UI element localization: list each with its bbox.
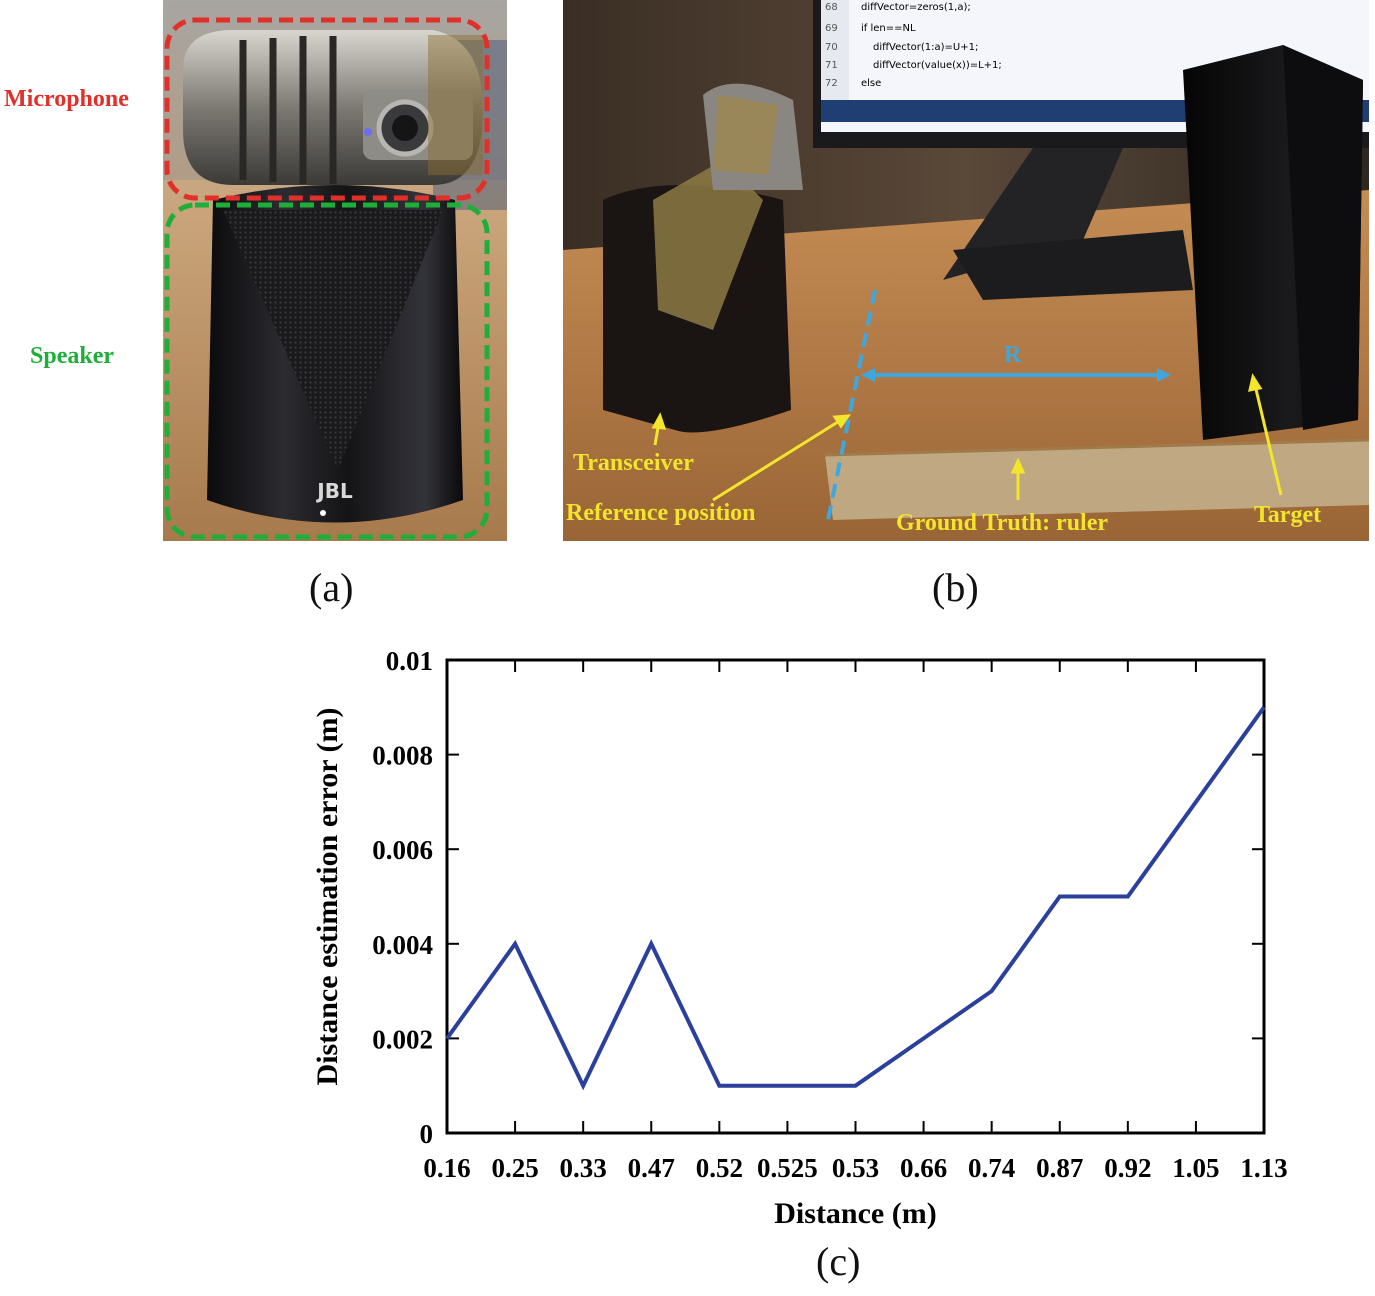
reference-position-label: Reference position [566, 500, 756, 526]
chart-ticks: 0.16 0.25 0.33 0.47 0.52 0.525 0.53 0.66 0.74 0.8… [372, 646, 1287, 1183]
x-tick-label: 0.16 [423, 1153, 470, 1183]
x-tick-label: 0.92 [1104, 1153, 1151, 1183]
ruler-label: Ground Truth: ruler [896, 510, 1109, 536]
panel-c-caption: (c) [816, 1239, 861, 1284]
jbl-logo: JBL [315, 479, 353, 503]
data-point [514, 943, 516, 945]
transceiver-label: Transceiver [573, 450, 694, 476]
chart-axes [445, 658, 1266, 1135]
plot-frame [445, 658, 1266, 1135]
data-point [1059, 896, 1061, 897]
code-line: if len==NL [861, 23, 916, 34]
code-line-number: 72 [825, 78, 838, 89]
x-tick-label: 0.66 [900, 1153, 947, 1183]
chart-series [445, 706, 1266, 1091]
x-tick-label: 0.52 [696, 1153, 743, 1183]
panel-a-photo: JBL [163, 0, 507, 541]
code-editor: 68 diffVector=zeros(1,a); 69 if len==NL … [825, 2, 1002, 89]
data-point [1127, 896, 1129, 897]
speaker-box [164, 202, 490, 540]
code-line: diffVector(1:a)=U+1; [873, 42, 978, 53]
x-tick-label: 0.53 [832, 1153, 879, 1183]
code-line-number: 68 [825, 2, 838, 13]
y-tick-label: 0.002 [372, 1024, 433, 1054]
microphone-box [164, 17, 490, 201]
code-line-number: 70 [825, 42, 838, 53]
y-tick-label: 0 [420, 1119, 434, 1149]
code-line-number: 69 [825, 23, 838, 34]
x-tick-label: 0.74 [968, 1153, 1015, 1183]
code-line: diffVector=zeros(1,a); [861, 2, 971, 13]
x-tick-label: 1.05 [1172, 1153, 1219, 1183]
data-point [991, 990, 993, 992]
y-tick-label: 0.008 [372, 741, 433, 771]
y-axis-label: Distance estimation error (m) [311, 708, 344, 1086]
data-point [718, 1085, 720, 1087]
series-line [445, 706, 1266, 1091]
panel-b-photo: 68 diffVector=zeros(1,a); 69 if len==NL … [563, 0, 1369, 541]
x-tick-label: 0.25 [491, 1153, 538, 1183]
data-point [923, 1037, 925, 1039]
code-line: diffVector(value(x))=L+1; [873, 60, 1002, 71]
code-line-number: 71 [825, 60, 838, 71]
x-tick-label: 0.47 [628, 1153, 675, 1183]
microphone-label: Microphone [4, 86, 129, 112]
data-point [1195, 801, 1197, 803]
panel-c-chart: 0.16 0.25 0.33 0.47 0.52 0.525 0.53 0.66 0.74 0.8… [311, 646, 1288, 1230]
y-tick-label: 0.004 [372, 930, 433, 960]
range-label: R [1004, 342, 1022, 368]
code-line: else [861, 78, 881, 89]
x-tick-label: 0.33 [560, 1153, 607, 1183]
panel-a-caption: (a) [309, 565, 354, 610]
data-point [855, 1085, 856, 1087]
x-tick-label: 0.525 [757, 1153, 818, 1183]
data-point [1263, 706, 1265, 708]
x-axis-label: Distance (m) [774, 1197, 936, 1230]
data-point [446, 1037, 448, 1039]
speaker-label: Speaker [30, 343, 114, 369]
target-label: Target [1254, 502, 1322, 528]
y-tick-label: 0.01 [386, 646, 433, 676]
data-point [786, 1085, 788, 1087]
panel-b-caption: (b) [932, 565, 979, 610]
y-tick-label: 0.006 [372, 835, 433, 865]
data-point [650, 943, 652, 945]
x-tick-label: 0.87 [1036, 1153, 1083, 1183]
x-tick-label: 1.13 [1240, 1153, 1287, 1183]
data-point [582, 1085, 584, 1087]
